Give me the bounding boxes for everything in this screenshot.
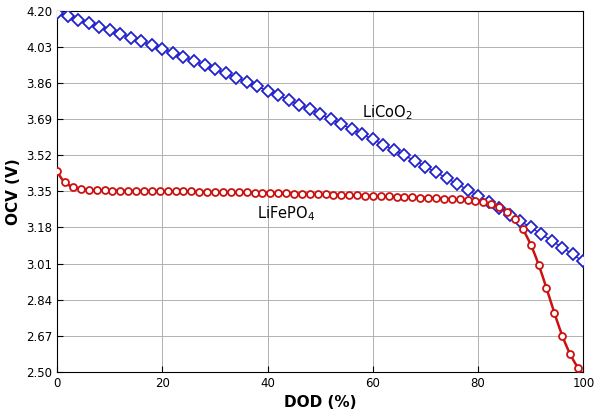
Text: LiFePO$_4$: LiFePO$_4$ [257, 204, 315, 223]
Text: LiCoO$_2$: LiCoO$_2$ [362, 103, 413, 122]
Y-axis label: OCV (V): OCV (V) [5, 158, 20, 225]
X-axis label: DOD (%): DOD (%) [284, 396, 356, 411]
